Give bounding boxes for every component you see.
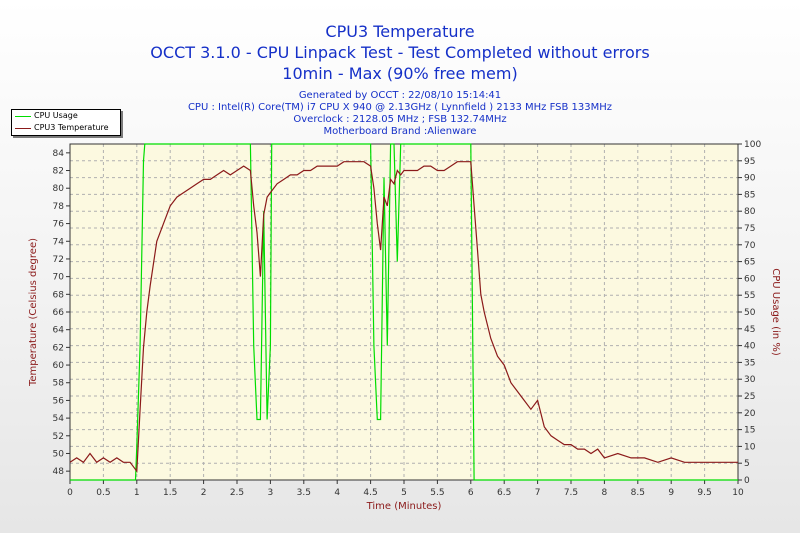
y-left-tick-label: 76 (53, 220, 65, 230)
y-right-tick-label: 65 (744, 258, 755, 268)
cpu-info: CPU : Intel(R) Core(TM) i7 CPU X 940 @ 2… (187, 102, 613, 113)
overclock-info: Overclock : 2128.05 MHz ; FSB 132.74MHz (293, 114, 507, 125)
chart-subtitle-test: OCCT 3.1.0 - CPU Linpack Test - Test Com… (150, 43, 650, 62)
y-left-tick-label: 50 (53, 449, 65, 459)
x-tick-label: 0.5 (96, 488, 110, 498)
y-left-axis-label: Temperature (Celsius degree) (28, 238, 39, 387)
y-right-tick-label: 80 (744, 207, 756, 217)
y-left-tick-label: 84 (53, 149, 65, 159)
y-left-tick-label: 54 (53, 414, 65, 424)
series-line-cpu3-temperature (69, 161, 738, 473)
y-left-tick-label: 48 (53, 467, 65, 477)
generated-info: Generated by OCCT : 22/08/10 15:14:41 (298, 90, 502, 101)
y-left-tick-label: 62 (53, 343, 64, 353)
y-left-tick-label: 56 (53, 396, 65, 406)
x-tick-label: 10 (732, 488, 744, 498)
x-tick-label: 8.5 (631, 488, 645, 498)
x-tick-label: 4.5 (363, 488, 377, 498)
y-right-tick-label: 55 (744, 291, 755, 301)
y-right-tick-label: 70 (744, 241, 756, 251)
y-left-tick-label: 72 (53, 255, 64, 265)
y-right-tick-label: 0 (744, 476, 750, 486)
x-tick-label: 7.5 (564, 488, 578, 498)
legend-label-cpu-usage: CPU Usage (34, 111, 78, 120)
y-right-tick-label: 15 (744, 426, 755, 436)
y-left-tick-label: 52 (53, 432, 64, 442)
x-axis-label: Time (Minutes) (366, 501, 442, 512)
y-right-tick-label: 5 (744, 459, 750, 469)
chart-legend: CPU Usage CPU3 Temperature (11, 109, 121, 136)
y-right-tick-label: 50 (744, 308, 756, 318)
motherboard-info: Motherboard Brand :Alienware (323, 126, 477, 137)
x-tick-label: 2.5 (230, 488, 244, 498)
y-left-tick-label: 82 (53, 167, 64, 177)
y-right-tick-label: 95 (744, 157, 755, 167)
y-right-tick-label: 60 (744, 274, 756, 284)
y-right-tick-label: 10 (744, 442, 756, 452)
y-right-tick-label: 75 (744, 224, 755, 234)
grid-lines (70, 144, 738, 480)
x-tick-label: 6.5 (497, 488, 511, 498)
x-tick-label: 7 (535, 488, 541, 498)
y-right-tick-label: 100 (744, 140, 761, 150)
chart-subtitle-duration: 10min - Max (90% free mem) (282, 64, 518, 83)
y-left-tick-label: 58 (53, 379, 65, 389)
x-tick-label: 3 (268, 488, 274, 498)
x-tick-label: 5.5 (430, 488, 444, 498)
x-tick-label: 5 (401, 488, 407, 498)
y-right-tick-label: 25 (744, 392, 755, 402)
x-tick-label: 3.5 (297, 488, 311, 498)
y-right-tick-label: 85 (744, 190, 755, 200)
y-left-tick-label: 78 (53, 202, 65, 212)
x-tick-label: 1 (134, 488, 140, 498)
y-right-tick-label: 40 (744, 342, 756, 352)
y-right-tick-label: 35 (744, 358, 755, 368)
x-tick-label: 9 (668, 488, 674, 498)
y-left-tick-label: 70 (53, 273, 65, 283)
legend-item-cpu3-temperature: CPU3 Temperature (12, 122, 120, 134)
legend-swatch-cpu3-temperature (15, 128, 31, 129)
x-tick-label: 9.5 (697, 488, 711, 498)
y-right-tick-label: 90 (744, 174, 756, 184)
y-left-tick-label: 60 (53, 361, 65, 371)
y-right-tick-label: 30 (744, 375, 756, 385)
x-tick-label: 6 (468, 488, 474, 498)
y-right-tick-label: 45 (744, 325, 755, 335)
y-left-tick-label: 64 (53, 326, 65, 336)
x-tick-label: 4 (334, 488, 340, 498)
y-right-axis-label: CPU Usage (in %) (770, 268, 781, 356)
x-tick-label: 1.5 (163, 488, 177, 498)
y-left-tick-label: 68 (53, 290, 65, 300)
chart-title: CPU3 Temperature (325, 22, 475, 41)
legend-label-cpu3-temperature: CPU3 Temperature (34, 123, 109, 132)
x-tick-label: 0 (67, 488, 73, 498)
x-tick-label: 2 (201, 488, 207, 498)
y-left-tick-label: 66 (53, 308, 65, 318)
x-tick-label: 8 (602, 488, 608, 498)
y-left-tick-label: 80 (53, 184, 65, 194)
y-left-tick-label: 74 (53, 237, 65, 247)
legend-item-cpu-usage: CPU Usage (12, 110, 120, 122)
series-line-cpu-usage (70, 143, 738, 481)
legend-swatch-cpu-usage (15, 116, 31, 117)
y-right-tick-label: 20 (744, 409, 756, 419)
